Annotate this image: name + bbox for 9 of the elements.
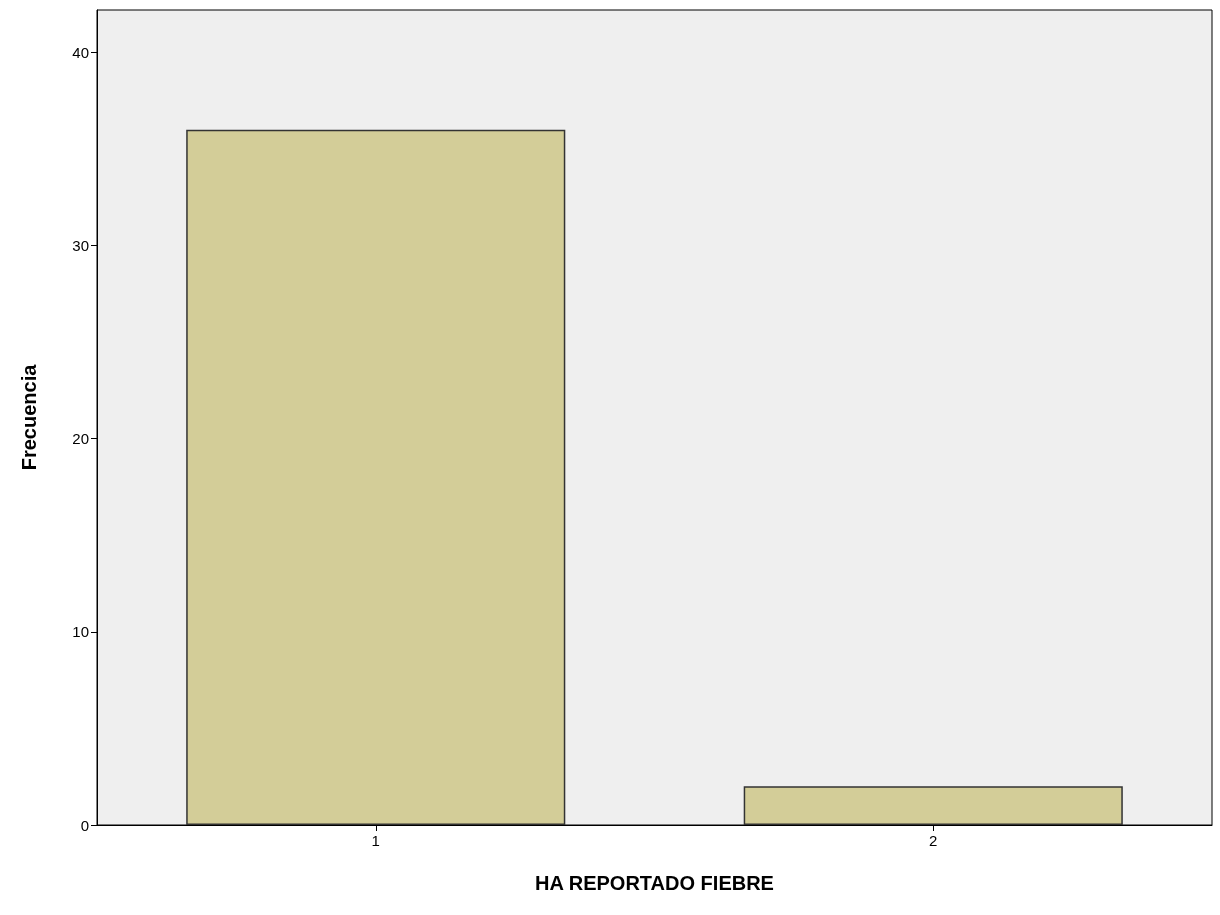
x-tick-label: 2 <box>929 832 938 849</box>
y-tick-label: 40 <box>72 43 89 61</box>
y-tick-label: 10 <box>72 623 89 641</box>
y-tick-label: 20 <box>72 430 89 448</box>
x-axis-title: HA REPORTADO FIEBRE <box>535 872 774 894</box>
x-tick-label: 1 <box>371 832 380 849</box>
y-axis-title: Frecuencia <box>18 363 40 471</box>
y-tick-label: 30 <box>72 237 89 255</box>
y-tick-label: 0 <box>80 816 89 834</box>
